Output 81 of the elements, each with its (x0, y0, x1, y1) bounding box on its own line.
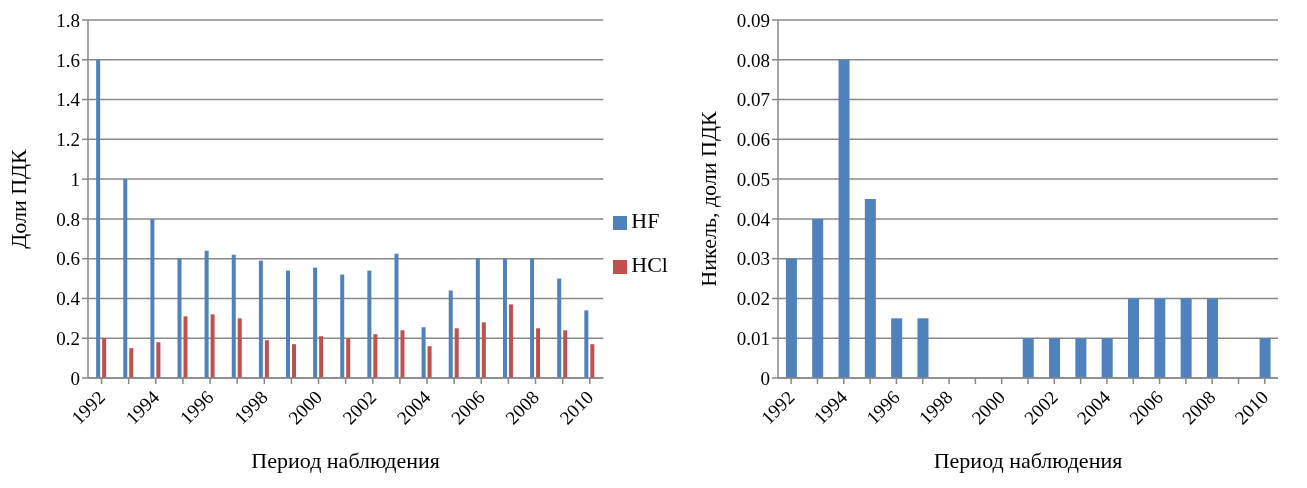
bar (123, 179, 128, 378)
bar (1180, 298, 1192, 378)
y-tick-label: 1.8 (56, 9, 80, 31)
y-tick-label: 0.06 (736, 129, 770, 151)
x-tick-label: 1992 (756, 386, 799, 429)
bar (319, 336, 324, 378)
bar (129, 348, 134, 378)
y-tick-label: 0.01 (736, 327, 770, 349)
bar (536, 328, 541, 378)
y-axis-title: Доли ПДК (5, 148, 31, 249)
bar (448, 290, 453, 378)
y-tick-label: 0.8 (56, 208, 80, 230)
bar (563, 330, 568, 378)
y-tick-label: 0.08 (736, 49, 770, 71)
y-tick-label: 1.4 (56, 89, 81, 111)
y-tick-label: 0.03 (736, 248, 770, 270)
y-axis-title: Никель, доли ПДК (695, 111, 721, 287)
y-tick-label: 0.2 (56, 327, 80, 349)
bar (891, 318, 903, 378)
bar (210, 314, 215, 378)
bar (1259, 338, 1271, 378)
legend-label: HF (631, 208, 660, 233)
bar (481, 322, 486, 378)
bar (1075, 338, 1087, 378)
bar (530, 258, 535, 378)
bar (96, 59, 101, 378)
bar (1128, 298, 1139, 378)
bar (394, 253, 399, 378)
bar (258, 260, 263, 378)
bar (156, 342, 161, 378)
y-tick-label: 0.04 (736, 208, 771, 230)
y-tick-label: 1 (70, 168, 80, 190)
bar (590, 344, 595, 378)
y-tick-label: 0.4 (56, 288, 81, 310)
y-tick-label: 0.02 (736, 288, 770, 310)
bar (264, 340, 269, 378)
x-axis-title: Период наблюдения (933, 448, 1123, 473)
legend-label: HCl (631, 252, 668, 277)
bar (183, 316, 188, 378)
bar (231, 254, 236, 378)
bar (502, 258, 507, 378)
bar (285, 270, 290, 378)
bar (237, 318, 242, 378)
bar (557, 278, 562, 378)
x-axis-title: Период наблюдения (251, 448, 440, 473)
bar (1154, 298, 1166, 378)
bar (475, 258, 480, 378)
y-tick-label: 0.6 (56, 248, 80, 270)
bar (785, 258, 797, 378)
y-tick-label: 1.6 (56, 49, 80, 71)
bar (1101, 338, 1113, 378)
y-tick-label: 0 (70, 367, 80, 389)
bar (1206, 298, 1218, 378)
bar (313, 267, 318, 378)
bar (421, 327, 426, 378)
bar (584, 310, 589, 378)
bar (367, 270, 372, 378)
y-tick-label: 1.2 (56, 129, 80, 151)
bar (1022, 338, 1034, 378)
bar (346, 338, 351, 378)
x-tick-label: 1992 (67, 386, 109, 429)
bar (204, 250, 209, 378)
bar (508, 304, 513, 378)
y-tick-label: 0 (760, 367, 770, 389)
bar (177, 258, 182, 378)
bar (373, 334, 378, 378)
bar (102, 338, 107, 378)
bar (340, 274, 345, 378)
bar (917, 318, 929, 378)
bar (427, 346, 432, 378)
y-tick-label: 0.07 (736, 89, 770, 111)
bar (838, 59, 850, 378)
bar (291, 344, 296, 378)
y-tick-label: 0.09 (736, 9, 770, 31)
bar (864, 199, 876, 378)
bar (1049, 338, 1061, 378)
bar (454, 328, 459, 378)
bar (150, 218, 155, 378)
y-tick-label: 0.05 (736, 168, 770, 190)
bar (812, 218, 824, 378)
bar (400, 330, 405, 378)
